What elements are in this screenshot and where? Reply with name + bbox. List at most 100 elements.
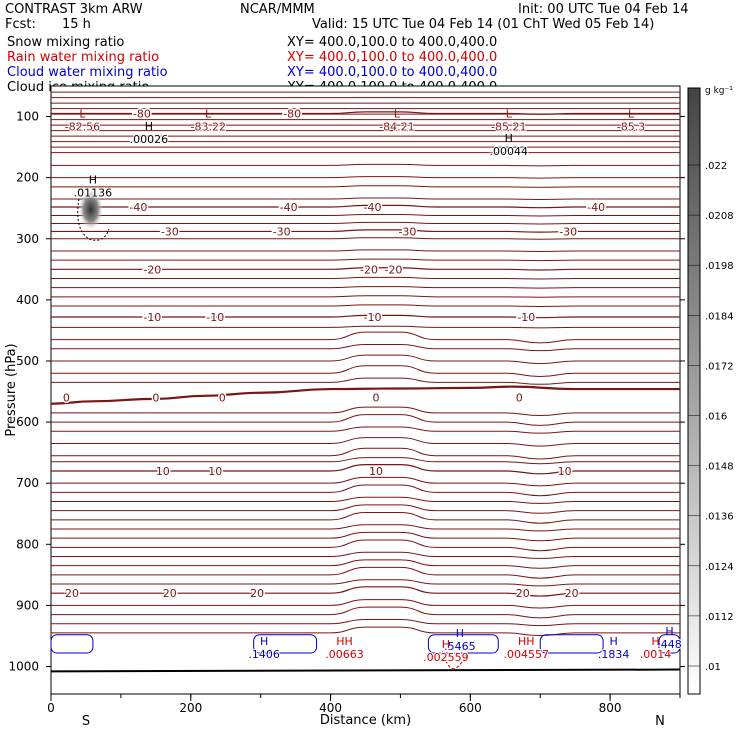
isotherm-line <box>50 457 680 465</box>
extremum-marker: L <box>394 108 401 121</box>
contour-label: -20 <box>384 263 402 276</box>
field-cloudwater-xy: XY= 400.0,100.0 to 400.0,400.0 <box>287 65 498 80</box>
contour-label: -40 <box>280 201 298 214</box>
extremum-value: -82.56 <box>65 121 100 134</box>
contour-label: 20 <box>163 587 177 600</box>
extremum-value: -83.22 <box>191 121 226 134</box>
x-tick-label: 800 <box>599 701 622 715</box>
colorbar-label: .0124 <box>705 562 734 573</box>
y-tick-label: 800 <box>16 537 39 551</box>
y-tick-label: 300 <box>16 232 39 246</box>
colorbar-label: .0148 <box>705 462 734 473</box>
colorbar-label: .01 <box>705 662 721 673</box>
extremum-value: .1834 <box>598 648 630 661</box>
contour-label: -10 <box>206 311 224 324</box>
extremum-value: .00044 <box>490 145 529 158</box>
contour-label: -10 <box>517 311 535 324</box>
colorbar-label: .0184 <box>705 311 734 322</box>
extremum-value: .004557 <box>503 648 549 661</box>
isotherm-line <box>50 504 680 514</box>
isotherm--20 <box>51 267 680 271</box>
contour-label: -30 <box>161 225 179 238</box>
contour-label: -40 <box>129 201 147 214</box>
isotherm-line <box>50 618 680 627</box>
contour-label: -80 <box>283 107 301 120</box>
isotherm-20 <box>51 586 680 597</box>
isotherm--80 <box>50 111 680 115</box>
colorbar <box>687 87 701 695</box>
extremum-marker: HH <box>518 635 535 648</box>
isotherm-line <box>51 524 680 532</box>
y-tick-label: 100 <box>16 110 39 124</box>
forecast-label: Fcst: <box>5 17 36 32</box>
y-tick-label: 200 <box>16 171 39 185</box>
isotherm-line <box>50 447 680 460</box>
isotherm-line <box>50 626 680 637</box>
isotherm-line <box>50 221 680 225</box>
colorbar-label: .016 <box>705 412 727 423</box>
isotherm-line <box>51 599 680 609</box>
rain-water-contour <box>441 651 468 670</box>
isotherm--40 <box>51 204 680 209</box>
extremum-value: -85.3 <box>617 121 645 134</box>
extremum-marker: H <box>442 638 450 651</box>
contour-label: 0 <box>372 392 379 405</box>
isotherm-line <box>51 511 680 524</box>
isotherm-line <box>51 566 680 579</box>
model-title: CONTRAST 3km ARW <box>5 2 143 17</box>
y-axis-title: Pressure (hPa) <box>4 343 19 436</box>
colorbar-label: .0208 <box>705 211 734 222</box>
field-rain-name: Rain water mixing ratio <box>7 50 160 65</box>
extremum-marker: H <box>609 635 617 648</box>
extremum-value: .1406 <box>248 648 280 661</box>
y-tick-label: 600 <box>16 415 39 429</box>
contour-label: -80 <box>133 107 151 120</box>
contour-label: 0 <box>219 392 226 405</box>
y-tick-label: 400 <box>16 293 39 307</box>
colorbar-label: .0136 <box>705 512 734 523</box>
cloud-water-contour <box>253 634 318 654</box>
isotherm--10 <box>51 314 680 319</box>
extremum-marker: H <box>145 120 153 133</box>
extremum-marker: L <box>506 108 513 121</box>
isotherm-line <box>51 476 680 487</box>
isotherm-line <box>50 197 680 201</box>
isotherm-line <box>50 163 681 167</box>
field-snow-name: Snow mixing ratio <box>7 35 125 50</box>
colorbar-label: .0112 <box>705 612 734 623</box>
extremum-value: -84.21 <box>379 121 414 134</box>
extremum-marker: H <box>665 625 673 638</box>
contour-label: 20 <box>565 587 579 600</box>
isotherm-line <box>51 484 680 497</box>
contour-label: 20 <box>65 587 79 600</box>
extremum-marker: L <box>79 108 86 121</box>
y-tick-label: 700 <box>16 476 39 490</box>
cloud-water-contour <box>658 634 681 654</box>
isotherm-line <box>51 539 680 552</box>
colorbar-label: .0198 <box>705 261 734 272</box>
contour-label: -20 <box>143 263 161 276</box>
isotherm-line <box>50 258 680 262</box>
isotherm-10 <box>51 464 680 475</box>
isotherm-line <box>51 286 680 289</box>
colorbar-unit: g kg⁻¹ <box>705 86 733 96</box>
extremum-marker: H <box>505 132 513 145</box>
extremum-marker: H <box>651 635 659 648</box>
isotherm-line <box>50 437 680 447</box>
isotherm-line <box>50 531 680 542</box>
isotherm-line <box>51 551 680 559</box>
contour-label: 10 <box>369 465 383 478</box>
extremum-value: .448 <box>657 638 682 651</box>
extremum-marker: L <box>205 108 212 121</box>
isotherm-line <box>51 579 680 587</box>
y-tick-label: 1000 <box>8 660 39 674</box>
y-tick-label: 900 <box>16 598 39 612</box>
x-tick-label: 0 <box>47 701 55 715</box>
isotherm-line <box>51 365 680 378</box>
isotherm-line <box>51 426 680 434</box>
contour-label: 10 <box>208 465 222 478</box>
field-cloudwater-name: Cloud water mixing ratio <box>7 65 168 80</box>
contour-label: 10 <box>156 465 170 478</box>
isotherm-line <box>51 325 680 329</box>
